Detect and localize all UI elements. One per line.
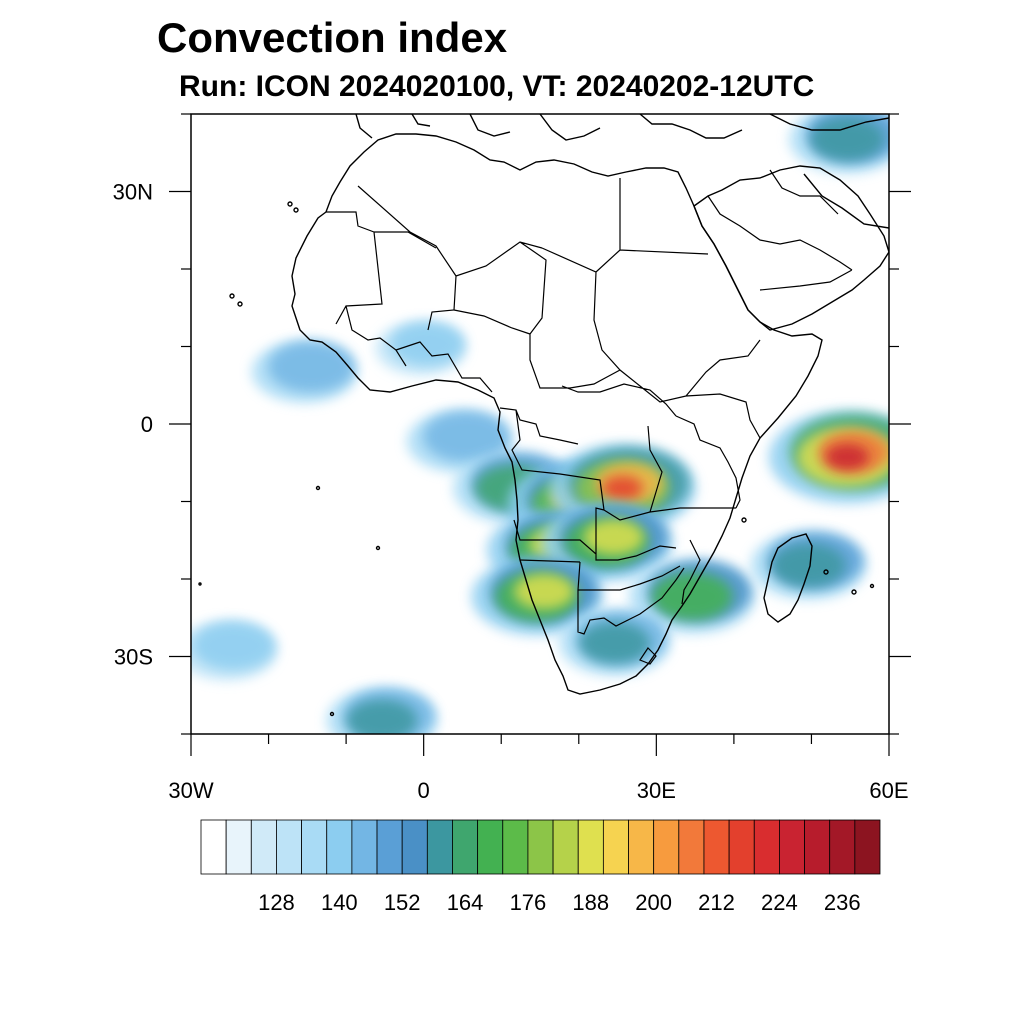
colorbar-cell (829, 819, 856, 875)
border-lines (326, 169, 853, 665)
colorbar-cell (678, 819, 705, 875)
colorbar-cell (301, 819, 328, 875)
colorbar-cell (577, 819, 604, 875)
convection-patch (268, 341, 355, 393)
colorbar-cell (200, 819, 227, 875)
colorbar-label: 128 (258, 890, 295, 915)
arabia-coastline (693, 165, 889, 331)
lat-label: 30S (114, 645, 153, 670)
chart-subtitle: Run: ICON 2024020100, VT: 20240202-12UTC (179, 70, 815, 103)
colorbar-cell (477, 819, 504, 875)
map-frame (190, 113, 890, 735)
coastlines (198, 114, 889, 717)
colorbar-cell (804, 819, 831, 875)
colorbar-cell (779, 819, 805, 875)
convection-patch (423, 410, 510, 463)
colorbar (200, 819, 881, 875)
convection-patch (192, 621, 275, 671)
convection-patch (579, 622, 650, 664)
colorbar-cell (276, 819, 302, 875)
colorbar-cell (653, 819, 680, 875)
colorbar-cell (452, 819, 479, 875)
lon-label: 0 (418, 778, 430, 803)
colorbar-labels: 128 140 152 164 176 188 200 212 224 236 (258, 890, 861, 915)
colorbar-cell (602, 819, 629, 875)
colorbar-cell (552, 819, 579, 875)
lat-label: 30N (113, 180, 153, 205)
lon-label: 30W (168, 778, 213, 803)
convection-patch (771, 543, 846, 588)
colorbar-label: 212 (698, 890, 735, 915)
colorbar-cell (401, 819, 428, 875)
lon-label: 30E (637, 778, 676, 803)
colorbar-cell (703, 819, 730, 875)
colorbar-label: 224 (761, 890, 798, 915)
colorbar-cell (527, 819, 554, 875)
colorbar-label: 200 (635, 890, 672, 915)
colorbar-cell (753, 819, 780, 875)
lat-label: 0 (141, 412, 153, 437)
colorbar-cell (250, 819, 277, 875)
colorbar-label: 176 (510, 890, 547, 915)
national-borders (326, 169, 853, 665)
convection-patch (513, 573, 575, 610)
colorbar-cell (225, 819, 252, 875)
europe-coastline (355, 114, 889, 141)
madagascar-coastline (763, 533, 813, 623)
colorbar-label: 140 (321, 890, 358, 915)
axis-ticks (169, 113, 911, 756)
convection-patch (810, 117, 885, 162)
convection-patch (583, 519, 644, 556)
colorbar-label: 164 (447, 890, 484, 915)
africa-coastline (291, 133, 823, 695)
colorbar-cell (728, 819, 755, 875)
colorbar-label: 152 (384, 890, 421, 915)
colorbar-cell (502, 819, 529, 875)
iran-coastline (803, 173, 889, 229)
colorbar-cell (376, 819, 403, 875)
convection-patch (346, 699, 418, 734)
convection-patch (601, 475, 643, 501)
chart-title: Convection index (157, 14, 508, 61)
colorbar-cell (426, 819, 453, 875)
colorbar-label: 188 (572, 890, 609, 915)
colorbar-cell (351, 819, 378, 875)
colorbar-cell (854, 819, 881, 875)
convection-patch (825, 443, 870, 471)
lon-label: 60E (869, 778, 908, 803)
colorbar-cell (628, 819, 655, 875)
colorbar-label: 236 (824, 890, 861, 915)
colorbar-cell (326, 819, 353, 875)
lat-labels: 30N 0 30S (113, 180, 153, 670)
lon-labels: 30W 0 30E 60E (168, 778, 908, 803)
